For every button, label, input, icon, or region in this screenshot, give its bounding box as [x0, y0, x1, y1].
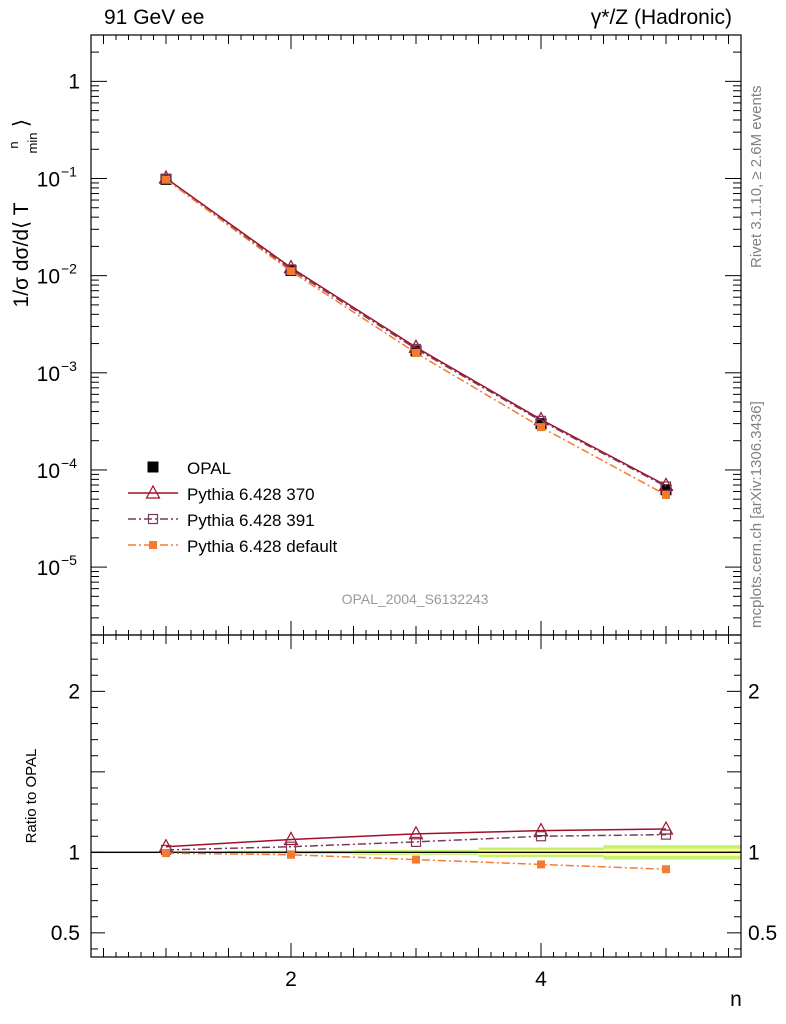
ratio-point-pythia-6-428-370 [408, 825, 424, 840]
ratio-y-tick-label: 0.5 [51, 922, 80, 945]
y-tick-label-exponent: −3 [61, 358, 77, 374]
ratio-y-tick-label-right: 2 [748, 680, 760, 703]
chart-title-left: 91 GeV ee [104, 6, 205, 29]
ratio-y-tick-label-right: 1 [748, 841, 760, 864]
y-axis-label: 1/σ dσ/d⟨ T [10, 202, 33, 307]
y-tick-label: 10 [37, 266, 60, 289]
main-panel [158, 169, 674, 499]
y-tick-label-exponent: −5 [61, 552, 77, 568]
y-tick-label: 1 [68, 70, 80, 93]
ratio-series-line-pythia-6-428-370 [165, 828, 667, 848]
legend-marker-pythia-6-428-391 [147, 513, 159, 525]
ratio-series-line-pythia-6-428-391 [165, 833, 667, 851]
main-point-pythia-6-428-370 [658, 477, 674, 491]
ratio-point-pythia-6-428-default [662, 865, 670, 874]
ratio-point-pythia-6-428-391 [660, 829, 672, 840]
y-tick-label: 10 [37, 363, 60, 386]
ratio-point-pythia-6-428-391 [410, 836, 422, 847]
ratio-y-axis-label: Ratio to OPAL [23, 749, 40, 844]
main-series-line-pythia-6-428-391 [165, 178, 667, 488]
x-axis-label: n [730, 988, 742, 1011]
y-tick-label: 10 [37, 557, 60, 580]
ratio-point-pythia-6-428-default [287, 850, 295, 859]
y-tick-label-exponent: −1 [61, 164, 77, 180]
ratio-point-pythia-6-428-391 [535, 831, 547, 842]
ratio-y-tick-label-right: 0.5 [748, 922, 777, 945]
y-axis-label-subscript: min [25, 133, 40, 154]
main-point-pythia-6-428-default [162, 175, 170, 184]
x-tick-label: 4 [535, 968, 547, 991]
y-tick-label: 10 [37, 460, 60, 483]
y-axis-label-close: ⟩ [10, 119, 33, 127]
y-tick-label-exponent: −2 [61, 261, 77, 277]
y-tick-label-exponent: −4 [61, 455, 77, 471]
legend-marker-pythia-6-428-default [149, 541, 157, 549]
analysis-watermark: OPAL_2004_S6132243 [342, 591, 489, 607]
ratio-panel-frame [90, 634, 742, 958]
ratio-point-pythia-6-428-default [537, 860, 545, 869]
legend-label-pythia-6-428-370: Pythia 6.428 370 [187, 485, 315, 504]
main-point-pythia-6-428-default [287, 267, 295, 276]
ratio-y-tick-label: 2 [68, 680, 80, 703]
ratio-series-line-pythia-6-428-default [165, 852, 667, 871]
ratio-point-pythia-6-428-default [162, 849, 170, 858]
legend-label-opal: OPAL [187, 459, 231, 478]
legend-label-pythia-6-428-default: Pythia 6.428 default [187, 537, 338, 556]
main-point-pythia-6-428-default [412, 348, 420, 357]
ratio-point-pythia-6-428-default [412, 855, 420, 864]
main-point-pythia-6-428-default [662, 490, 670, 499]
legend: OPAL Pythia 6.428 370 Pythia 6.428 391 Pyth… [128, 459, 338, 556]
ratio-y-tick-label: 1 [68, 841, 80, 864]
legend-marker-opal [147, 461, 159, 473]
main-point-pythia-6-428-default [537, 423, 545, 432]
legend-label-pythia-6-428-391: Pythia 6.428 391 [187, 511, 315, 530]
ratio-point-pythia-6-428-370 [283, 831, 299, 846]
y-axis-label-superscript: n [6, 141, 21, 148]
x-tick-label: 2 [285, 968, 297, 991]
y-tick-label: 10 [37, 169, 60, 192]
chart-title-right: γ*/Z (Hadronic) [590, 6, 732, 29]
ratio-point-pythia-6-428-370 [658, 820, 674, 835]
legend-marker-pythia-6-428-370 [145, 484, 161, 499]
main-series-line-pythia-6-428-370 [165, 177, 667, 487]
ratio-panel [91, 820, 741, 874]
